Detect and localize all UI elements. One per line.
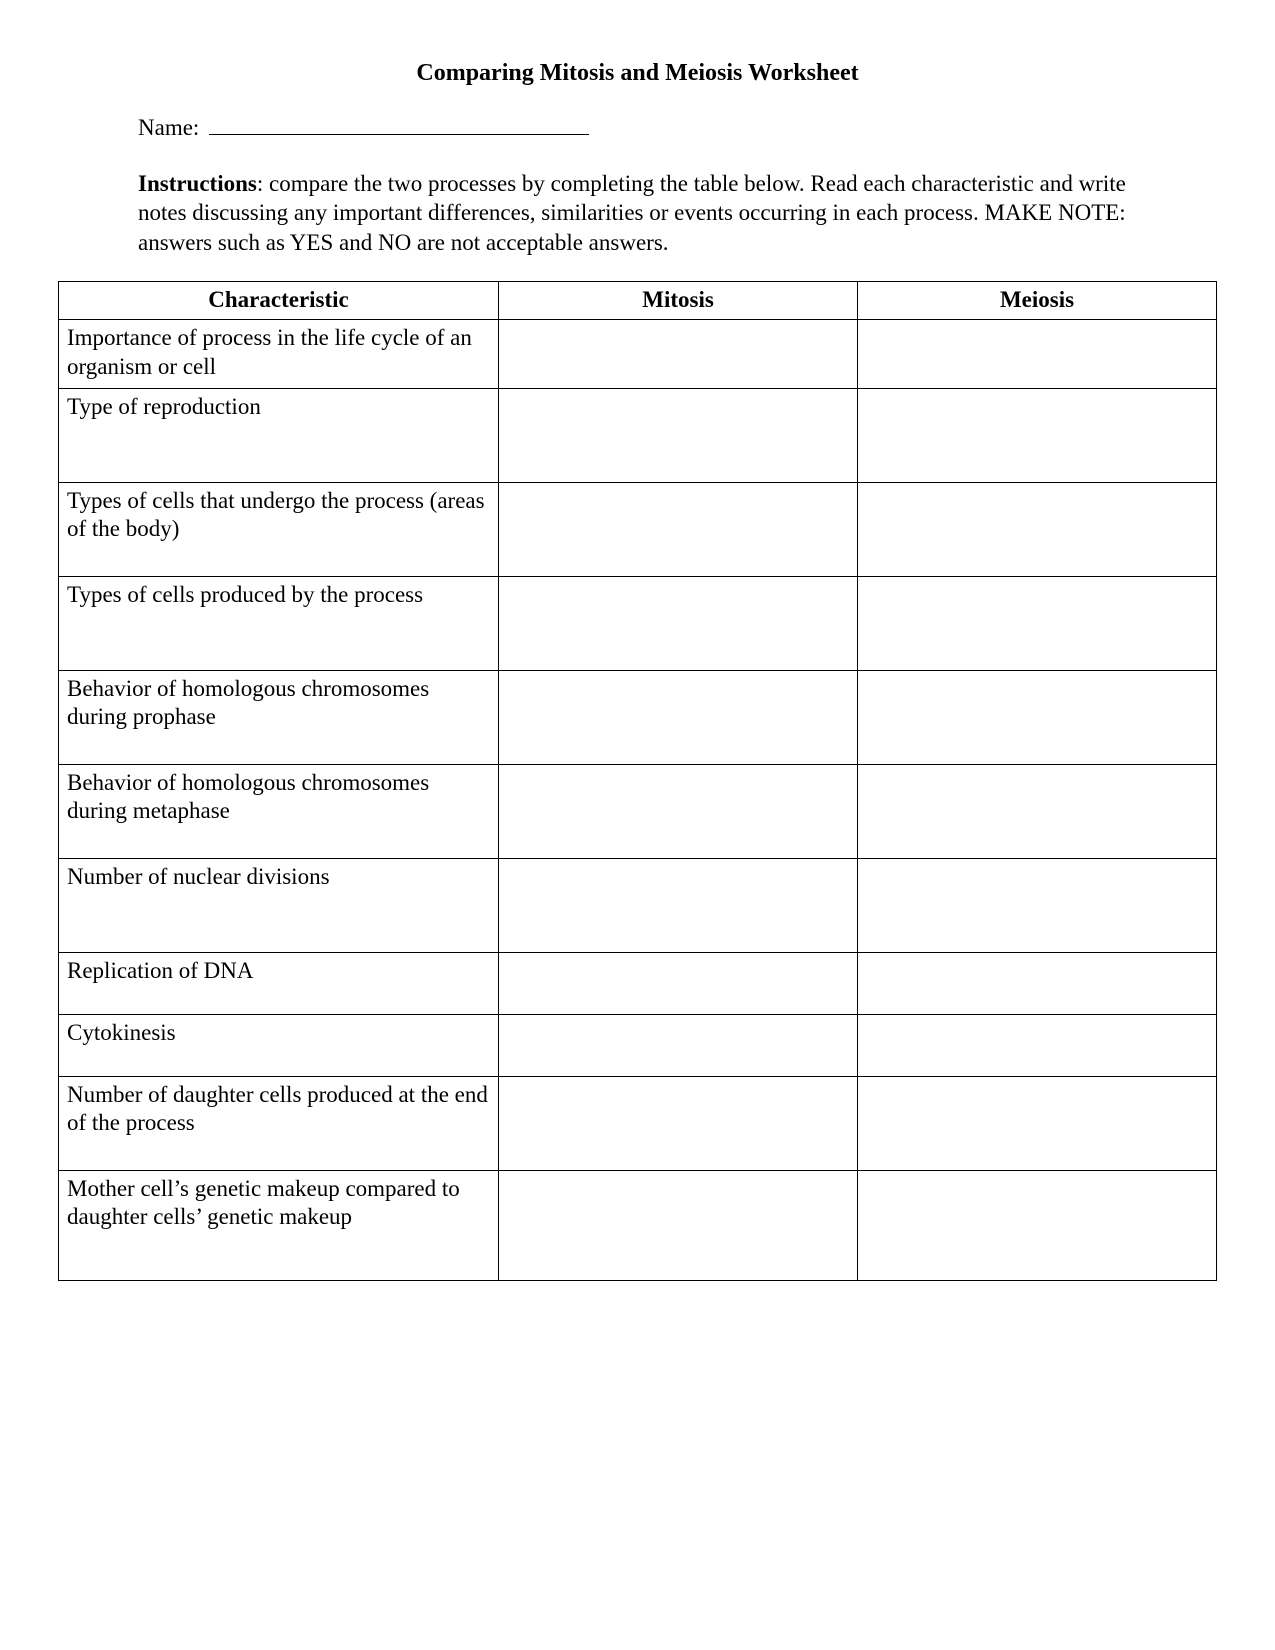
cell-characteristic: Importance of process in the life cycle … [59, 320, 499, 389]
instructions-block: Instructions: compare the two processes … [138, 169, 1137, 257]
cell-meiosis[interactable] [858, 670, 1217, 764]
cell-mitosis[interactable] [499, 576, 858, 670]
table-row: Number of nuclear divisions [59, 858, 1217, 952]
table-row: Mother cell’s genetic makeup compared to… [59, 1170, 1217, 1280]
cell-meiosis[interactable] [858, 1170, 1217, 1280]
table-row: Number of daughter cells produced at the… [59, 1076, 1217, 1170]
table-header-row: Characteristic Mitosis Meiosis [59, 282, 1217, 320]
comparison-table: Characteristic Mitosis Meiosis Importanc… [58, 281, 1217, 1280]
cell-meiosis[interactable] [858, 764, 1217, 858]
name-label: Name: [138, 115, 199, 140]
cell-meiosis[interactable] [858, 388, 1217, 482]
table-row: Type of reproduction [59, 388, 1217, 482]
worksheet-page: Comparing Mitosis and Meiosis Worksheet … [0, 0, 1275, 1341]
cell-meiosis[interactable] [858, 1014, 1217, 1076]
cell-mitosis[interactable] [499, 952, 858, 1014]
col-header-meiosis: Meiosis [858, 282, 1217, 320]
cell-characteristic: Behavior of homologous chromosomes durin… [59, 764, 499, 858]
instructions-text: : compare the two processes by completin… [138, 171, 1126, 255]
cell-mitosis[interactable] [499, 1014, 858, 1076]
cell-characteristic: Replication of DNA [59, 952, 499, 1014]
cell-characteristic: Behavior of homologous chromosomes durin… [59, 670, 499, 764]
col-header-characteristic: Characteristic [59, 282, 499, 320]
table-row: Behavior of homologous chromosomes durin… [59, 670, 1217, 764]
instructions-label: Instructions [138, 171, 257, 196]
table-row: Cytokinesis [59, 1014, 1217, 1076]
table-row: Types of cells produced by the process [59, 576, 1217, 670]
cell-characteristic: Types of cells that undergo the process … [59, 482, 499, 576]
cell-meiosis[interactable] [858, 952, 1217, 1014]
table-body: Importance of process in the life cycle … [59, 320, 1217, 1281]
col-header-mitosis: Mitosis [499, 282, 858, 320]
cell-characteristic: Mother cell’s genetic makeup compared to… [59, 1170, 499, 1280]
page-title: Comparing Mitosis and Meiosis Worksheet [58, 60, 1217, 87]
cell-mitosis[interactable] [499, 858, 858, 952]
name-input-line[interactable] [209, 115, 589, 135]
cell-mitosis[interactable] [499, 1076, 858, 1170]
cell-characteristic: Number of nuclear divisions [59, 858, 499, 952]
cell-meiosis[interactable] [858, 1076, 1217, 1170]
table-row: Behavior of homologous chromosomes durin… [59, 764, 1217, 858]
cell-mitosis[interactable] [499, 1170, 858, 1280]
table-row: Importance of process in the life cycle … [59, 320, 1217, 389]
cell-characteristic: Types of cells produced by the process [59, 576, 499, 670]
cell-characteristic: Number of daughter cells produced at the… [59, 1076, 499, 1170]
cell-mitosis[interactable] [499, 764, 858, 858]
header-block: Name: Instructions: compare the two proc… [138, 115, 1137, 257]
cell-mitosis[interactable] [499, 388, 858, 482]
cell-meiosis[interactable] [858, 576, 1217, 670]
cell-characteristic: Cytokinesis [59, 1014, 499, 1076]
cell-mitosis[interactable] [499, 320, 858, 389]
cell-mitosis[interactable] [499, 670, 858, 764]
cell-meiosis[interactable] [858, 320, 1217, 389]
table-row: Replication of DNA [59, 952, 1217, 1014]
table-row: Types of cells that undergo the process … [59, 482, 1217, 576]
cell-mitosis[interactable] [499, 482, 858, 576]
cell-meiosis[interactable] [858, 858, 1217, 952]
cell-characteristic: Type of reproduction [59, 388, 499, 482]
name-row: Name: [138, 115, 1137, 141]
cell-meiosis[interactable] [858, 482, 1217, 576]
